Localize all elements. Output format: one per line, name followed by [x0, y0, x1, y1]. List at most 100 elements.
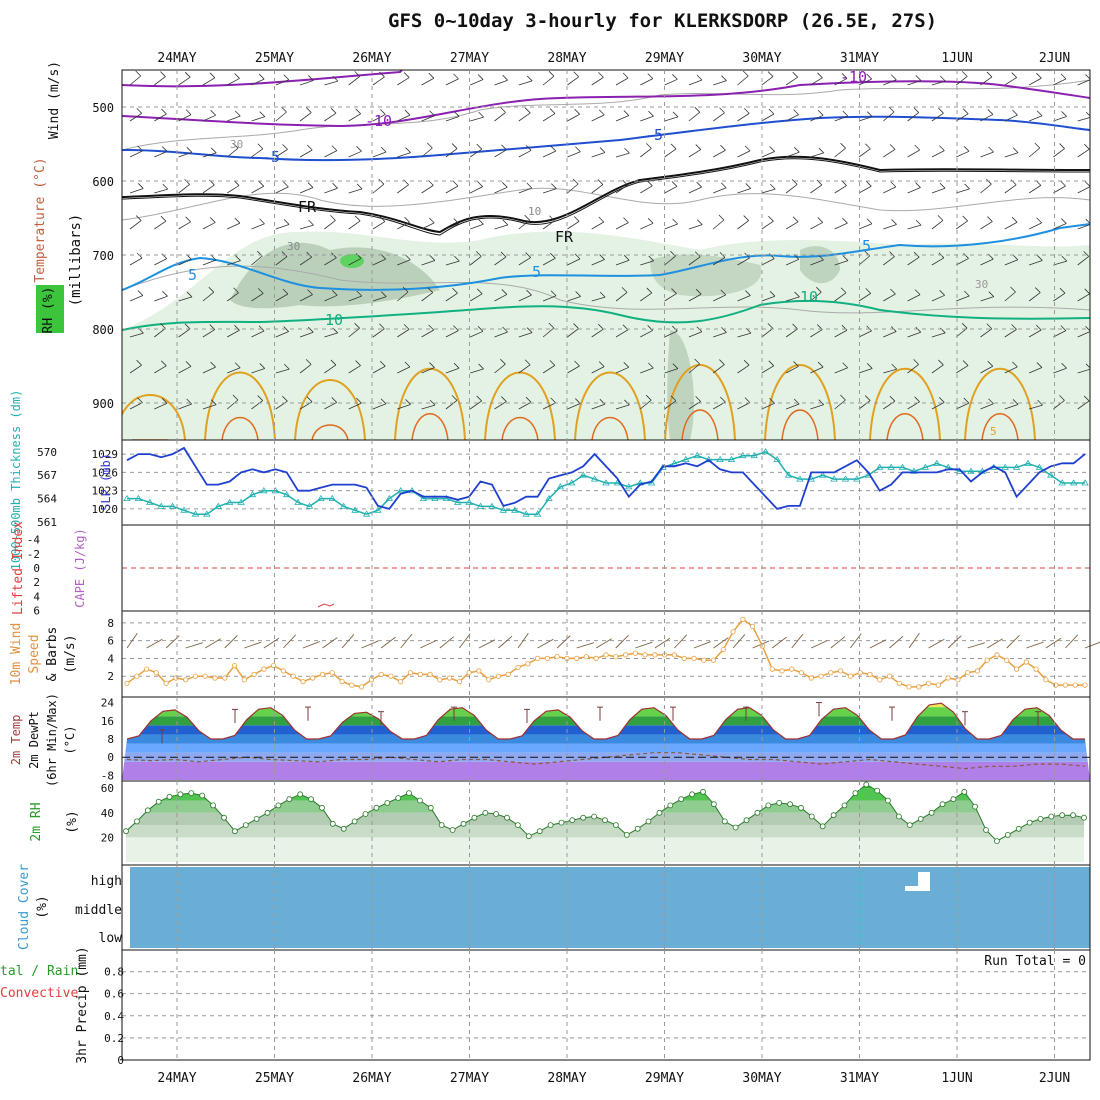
wind-speed-point — [574, 655, 580, 662]
wind-speed-point — [1062, 682, 1069, 688]
li-tick-label: 6 — [33, 605, 40, 618]
wind-barb — [445, 223, 459, 230]
wind-barb — [712, 257, 726, 266]
wind-barb — [591, 152, 606, 158]
rh-axis-label: (%) — [65, 810, 80, 833]
wind-barb — [1077, 400, 1090, 410]
wind-barb — [931, 402, 945, 410]
wind-barb — [178, 366, 192, 374]
thickness-point — [921, 463, 930, 470]
wind-speed-point — [231, 662, 238, 669]
thickness-tick-label: 561 — [37, 516, 57, 529]
rh-point — [438, 822, 445, 828]
wind-barb-flag — [866, 73, 872, 80]
date-label-bottom: 25MAY — [255, 1071, 294, 1086]
precip-tick-label: 0.6 — [104, 988, 124, 1001]
precip-tick-label: 0.8 — [104, 966, 124, 979]
temperature-contour — [122, 70, 403, 88]
wind-barb — [227, 78, 240, 86]
wind-barb — [785, 221, 799, 230]
wind-barb — [445, 78, 459, 86]
wind-barb-flag — [525, 145, 532, 151]
wind-barb-flag — [258, 180, 265, 187]
wind-speed-point — [1013, 666, 1020, 672]
wind-barb — [980, 403, 994, 410]
wind-barb-flag — [1059, 395, 1065, 401]
wind-barb-flag — [648, 255, 654, 262]
rh-point — [1004, 832, 1011, 838]
contour-label: -10 — [365, 112, 392, 130]
wind-barb — [858, 293, 871, 302]
thickness-point — [841, 475, 850, 482]
li-axis-label: Lifted Index — [11, 521, 26, 615]
rh-point — [427, 804, 434, 811]
wind-barb — [737, 220, 749, 230]
wind-barb-flag — [670, 143, 677, 150]
wind-barb — [1004, 114, 1018, 122]
wind-barb-flag — [791, 179, 798, 185]
wind-barb-flag — [478, 363, 484, 370]
wind-speed-point — [427, 671, 433, 678]
li-tick-label: 0 — [33, 562, 40, 575]
date-label-bottom: 28MAY — [547, 1071, 586, 1086]
wind-speed-point — [456, 678, 462, 685]
wind-barb — [664, 223, 678, 230]
wind-barb — [967, 642, 986, 649]
contour-label: -10 — [840, 68, 867, 86]
wind-barb-flag — [161, 108, 167, 115]
wind-barb-flag — [160, 323, 166, 329]
contour-label: -5 — [262, 148, 280, 166]
wind-barb — [299, 401, 313, 410]
wind-barb — [980, 365, 993, 374]
wind-barb — [154, 76, 166, 86]
wind-barb — [908, 632, 920, 649]
wind-barb — [439, 636, 455, 649]
thickness-point — [1001, 463, 1009, 470]
wind-barb-flag — [356, 397, 362, 404]
wind-barb — [542, 402, 556, 410]
temp-band — [122, 716, 1090, 726]
wind-barb-flag — [379, 71, 385, 78]
wind-barb-flag — [403, 324, 410, 330]
wind-barb-flag — [647, 180, 653, 187]
wind-barb-flag — [1060, 180, 1066, 187]
wind-barb — [178, 114, 192, 122]
wind-barb-flag — [379, 323, 385, 330]
wind-barb — [494, 363, 506, 374]
wind-barb-flag — [331, 145, 338, 151]
wind-barb — [737, 295, 751, 302]
wind-barb — [202, 222, 216, 230]
wind-barb — [980, 183, 992, 194]
rh-shading-dark — [650, 254, 762, 297]
wind-barb — [348, 76, 360, 86]
wind-barb-flag — [283, 181, 289, 188]
thickness-point — [898, 463, 907, 470]
wind-barb — [664, 78, 678, 86]
thickness-point — [522, 510, 530, 517]
wind-barb-flag — [938, 107, 944, 114]
wind-barb — [421, 222, 435, 230]
wind-barb-flag — [210, 361, 216, 368]
wind-speed-point — [681, 655, 687, 662]
wind-barb — [324, 187, 338, 194]
wind-barb — [251, 400, 263, 410]
wind-barb — [275, 368, 290, 374]
rh-point — [678, 796, 685, 803]
thickness-point — [739, 451, 747, 459]
date-label-bottom: 24MAY — [157, 1071, 196, 1086]
wind-barb — [640, 222, 654, 230]
wind-barb — [956, 295, 970, 302]
wind-barb-flag — [720, 289, 727, 296]
wind-barb — [635, 641, 653, 649]
wind-barb-flag — [211, 147, 217, 154]
wind-barb — [640, 115, 654, 122]
wind-barb-flag — [427, 142, 433, 149]
wind-barb-flag — [889, 395, 896, 402]
wind-barb — [858, 185, 872, 194]
wind-barb — [907, 294, 921, 302]
wind-barb — [785, 76, 798, 86]
wind-barb-flag — [575, 291, 581, 297]
wind-barb — [883, 293, 896, 302]
wind-barb-flag — [961, 322, 968, 329]
wind-barb-flag — [817, 361, 824, 368]
